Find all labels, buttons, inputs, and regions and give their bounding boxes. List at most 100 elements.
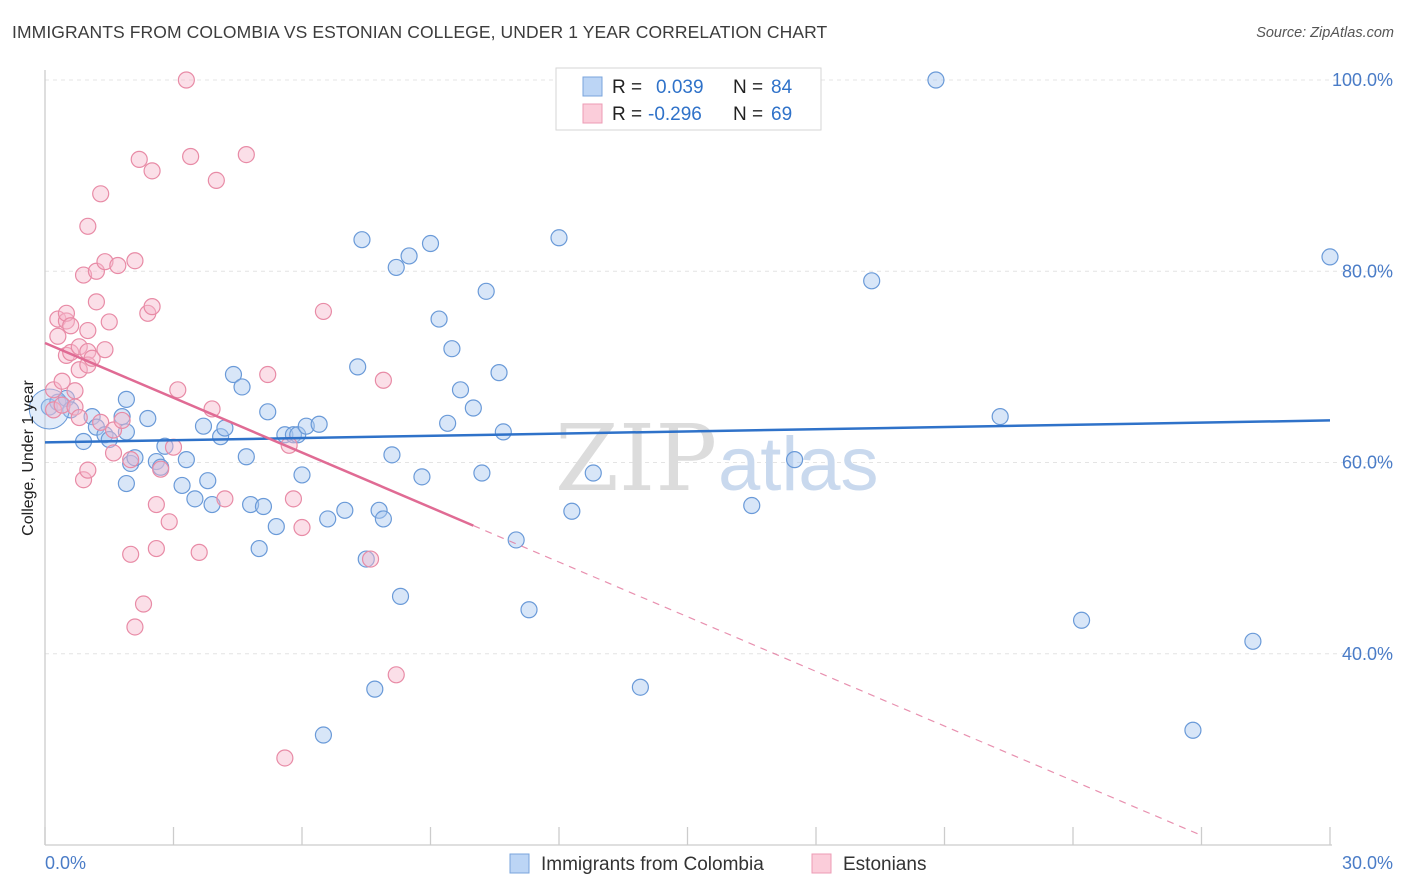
point-estonians — [74, 471, 93, 489]
series-estonians — [44, 71, 405, 767]
point-colombia — [100, 430, 118, 449]
source-credit: Source: ZipAtlas.com — [1256, 25, 1394, 41]
watermark-zip: ZIP — [555, 405, 717, 512]
point-colombia — [139, 409, 157, 428]
point-colombia — [631, 678, 649, 696]
point-colombia — [863, 272, 881, 290]
point-estonians — [92, 185, 110, 203]
chart-title: IMMIGRANTS FROM COLOMBIA VS ESTONIAN COL… — [12, 22, 828, 42]
legend-swatch-estonians — [811, 853, 832, 874]
trend-line-colombia — [44, 419, 1331, 444]
point-estonians — [96, 341, 114, 359]
point-estonians — [62, 317, 80, 335]
point-colombia — [443, 340, 461, 358]
point-colombia — [314, 726, 333, 744]
point-estonians — [100, 313, 118, 331]
point-estonians — [74, 266, 93, 284]
trend-lines — [44, 341, 1331, 836]
point-colombia — [370, 501, 388, 519]
point-estonians — [113, 411, 131, 430]
point-colombia — [584, 464, 602, 482]
point-estonians — [49, 327, 67, 345]
stats-r-value-estonians: -0.296 — [648, 104, 702, 125]
point-colombia — [490, 364, 508, 382]
point-colombia — [117, 390, 135, 408]
point-estonians — [130, 150, 148, 168]
point-estonians — [147, 539, 165, 558]
point-colombia — [1184, 721, 1202, 739]
y-tick-label: 40.0% — [1342, 644, 1393, 664]
point-colombia — [199, 472, 217, 490]
stats-legend-swatch-estonians — [582, 103, 603, 124]
point-estonians — [387, 666, 405, 684]
x-axis-ticks — [44, 827, 1331, 845]
point-estonians — [92, 413, 110, 431]
point-estonians — [44, 401, 63, 419]
series-immigrants-from-colombia — [28, 71, 1339, 744]
point-estonians — [79, 217, 97, 235]
point-colombia — [421, 234, 440, 253]
point-estonians — [190, 543, 208, 561]
legend-label-estonians: Estonians — [843, 854, 926, 875]
point-colombia — [1244, 632, 1262, 650]
point-colombia — [1321, 248, 1339, 266]
point-colombia — [451, 381, 470, 399]
point-colombia — [186, 490, 204, 508]
point-colombia — [477, 282, 495, 300]
point-colombia — [785, 451, 804, 469]
point-colombia — [387, 258, 405, 277]
stats-n-label-estonians: N = — [733, 104, 763, 125]
point-colombia — [353, 231, 371, 249]
point-colombia — [254, 497, 273, 516]
point-colombia — [366, 680, 384, 698]
point-estonians — [70, 338, 88, 356]
point-colombia — [336, 501, 354, 519]
stats-r-label-estonians: R = — [612, 104, 642, 125]
series-legend: Immigrants from Colombia Estonians — [509, 853, 926, 875]
point-colombia — [507, 531, 525, 549]
point-colombia — [297, 417, 315, 435]
point-estonians — [104, 444, 123, 462]
stats-r-value-colombia: 0.039 — [656, 77, 704, 98]
point-colombia — [430, 310, 448, 328]
point-colombia — [173, 476, 191, 495]
point-estonians — [361, 550, 380, 568]
point-colombia — [400, 247, 418, 265]
y-tick-label: 80.0% — [1342, 261, 1393, 281]
point-colombia — [494, 423, 512, 441]
point-estonians — [293, 518, 311, 537]
point-estonians — [109, 256, 127, 275]
point-estonians — [79, 461, 97, 479]
point-estonians — [284, 490, 303, 508]
point-estonians — [53, 372, 71, 390]
y-tick-label: 60.0% — [1342, 453, 1393, 473]
point-colombia — [991, 408, 1009, 426]
point-colombia — [743, 496, 761, 515]
x-tick-label: 0.0% — [45, 853, 86, 873]
point-estonians — [96, 253, 114, 271]
point-colombia — [177, 451, 195, 469]
point-colombia — [259, 403, 277, 421]
point-colombia — [1072, 611, 1091, 629]
stats-r-label-colombia: R = — [612, 77, 642, 98]
point-colombia — [242, 495, 260, 514]
stats-n-label-colombia: N = — [733, 77, 763, 98]
point-estonians — [259, 365, 277, 384]
point-colombia — [391, 587, 410, 605]
point-colombia — [319, 510, 337, 528]
point-estonians — [314, 302, 333, 321]
stats-n-value-estonians: 69 — [771, 104, 792, 125]
point-estonians — [374, 371, 392, 389]
point-estonians — [134, 595, 153, 613]
point-estonians — [169, 381, 187, 399]
point-colombia — [117, 474, 135, 493]
point-estonians — [104, 421, 123, 439]
point-estonians — [147, 495, 165, 514]
point-colombia — [224, 365, 243, 384]
point-colombia — [293, 466, 311, 484]
point-colombia — [233, 378, 251, 396]
point-estonians — [152, 460, 170, 478]
legend-swatch-colombia — [509, 853, 530, 874]
y-tick-labels: 40.0% 60.0% 80.0% 100.0% — [1332, 70, 1393, 664]
